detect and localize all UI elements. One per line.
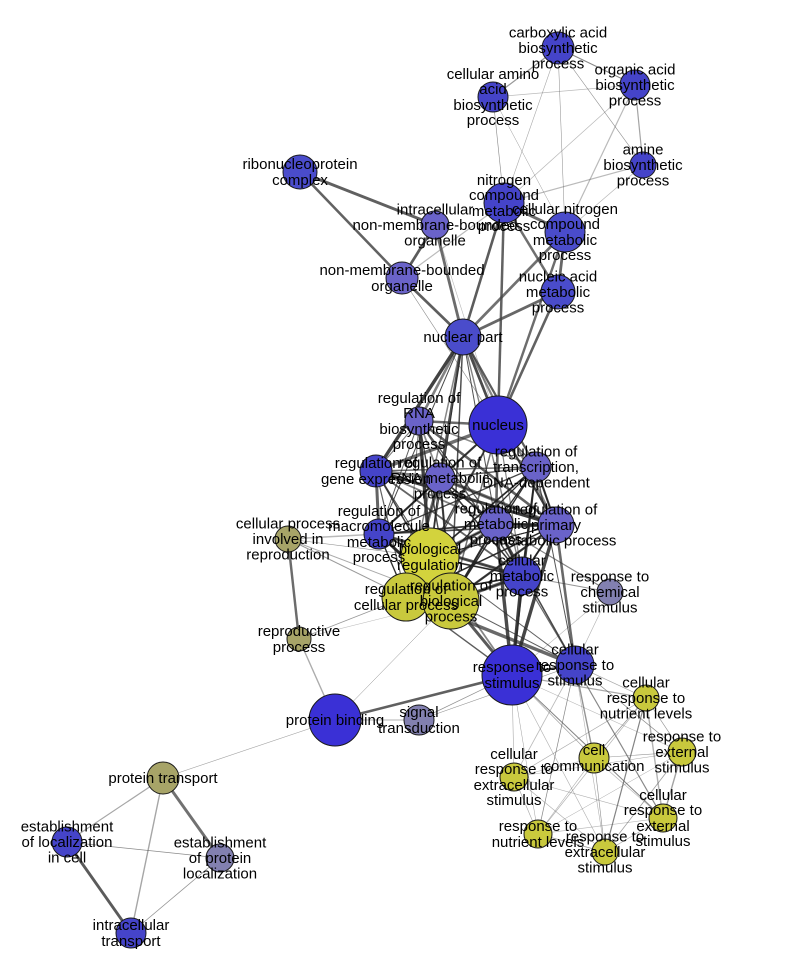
svg-text:reproduction: reproduction xyxy=(246,547,329,564)
svg-text:protein binding: protein binding xyxy=(286,712,384,729)
svg-text:regulation of: regulation of xyxy=(399,455,482,472)
svg-text:localization: localization xyxy=(183,866,257,883)
svg-text:acid: acid xyxy=(479,81,507,98)
svg-text:response to: response to xyxy=(607,690,685,707)
svg-text:intracellular: intracellular xyxy=(93,917,170,934)
svg-text:RNA metabolic: RNA metabolic xyxy=(390,470,490,487)
svg-text:of localization: of localization xyxy=(22,834,113,851)
svg-text:process: process xyxy=(532,56,585,73)
svg-text:macromolecule: macromolecule xyxy=(328,518,430,535)
svg-text:nutrient levels: nutrient levels xyxy=(600,706,693,723)
svg-text:signal: signal xyxy=(399,704,438,721)
svg-text:stimulus: stimulus xyxy=(484,675,539,692)
svg-text:response to: response to xyxy=(566,829,644,846)
svg-text:cellular: cellular xyxy=(551,642,599,659)
svg-text:biological: biological xyxy=(399,541,462,558)
svg-text:nucleic acid: nucleic acid xyxy=(519,269,597,286)
svg-text:metabolic: metabolic xyxy=(490,568,555,585)
svg-text:DNA-dependent: DNA-dependent xyxy=(482,475,590,492)
svg-text:regulation: regulation xyxy=(397,557,463,574)
svg-text:regulation of: regulation of xyxy=(410,578,493,595)
svg-text:compound: compound xyxy=(530,216,600,233)
svg-text:process: process xyxy=(609,93,662,110)
svg-text:process: process xyxy=(496,584,549,601)
svg-text:primary: primary xyxy=(531,517,582,534)
svg-text:complex: complex xyxy=(272,172,328,189)
svg-text:response to: response to xyxy=(571,569,649,586)
svg-text:biosynthetic: biosynthetic xyxy=(603,157,683,174)
svg-text:transduction: transduction xyxy=(378,720,460,737)
svg-text:external: external xyxy=(655,744,708,761)
svg-text:stimulus: stimulus xyxy=(577,860,632,877)
svg-text:nuclear part: nuclear part xyxy=(423,329,503,346)
svg-text:carboxylic acid: carboxylic acid xyxy=(509,25,607,42)
svg-text:metabolic: metabolic xyxy=(526,284,591,301)
svg-text:of protein: of protein xyxy=(189,850,252,867)
svg-text:cellular: cellular xyxy=(498,553,546,570)
svg-text:ribonucleoprotein: ribonucleoprotein xyxy=(242,156,357,173)
svg-text:transport: transport xyxy=(101,933,161,950)
svg-text:extracellular: extracellular xyxy=(565,844,646,861)
svg-text:metabolic: metabolic xyxy=(464,516,529,533)
svg-text:non-membrane-bounded: non-membrane-bounded xyxy=(352,217,517,234)
svg-text:organelle: organelle xyxy=(371,278,433,295)
svg-text:non-membrane-bounded: non-membrane-bounded xyxy=(319,262,484,279)
svg-text:process: process xyxy=(470,532,523,549)
svg-text:process: process xyxy=(532,300,585,317)
svg-text:stimulus: stimulus xyxy=(486,792,541,809)
svg-text:transcription,: transcription, xyxy=(493,459,579,476)
svg-text:organic acid: organic acid xyxy=(595,62,676,79)
svg-text:response to: response to xyxy=(475,761,553,778)
svg-text:organelle: organelle xyxy=(404,233,466,250)
svg-text:amine: amine xyxy=(623,142,664,159)
svg-text:stimulus: stimulus xyxy=(654,760,709,777)
svg-text:response to: response to xyxy=(624,802,702,819)
svg-text:RNA: RNA xyxy=(403,405,435,422)
svg-text:nucleus: nucleus xyxy=(472,417,524,434)
svg-text:process: process xyxy=(425,609,478,626)
svg-text:chemical: chemical xyxy=(580,584,639,601)
svg-text:cellular: cellular xyxy=(622,675,670,692)
svg-text:biosynthetic: biosynthetic xyxy=(518,40,598,57)
svg-text:biosynthetic: biosynthetic xyxy=(595,77,675,94)
svg-text:involved in: involved in xyxy=(253,531,324,548)
svg-text:establishment: establishment xyxy=(174,835,267,852)
svg-text:intracellular: intracellular xyxy=(397,202,474,219)
svg-text:biological: biological xyxy=(420,593,483,610)
svg-text:response to: response to xyxy=(643,729,721,746)
svg-text:establishment: establishment xyxy=(21,819,114,836)
svg-text:cellular process: cellular process xyxy=(236,516,340,533)
svg-text:process: process xyxy=(617,173,670,190)
svg-text:regulation of: regulation of xyxy=(495,444,578,461)
svg-text:regulation of: regulation of xyxy=(455,501,538,518)
svg-text:stimulus: stimulus xyxy=(582,600,637,617)
svg-text:process: process xyxy=(467,112,520,129)
svg-text:response to: response to xyxy=(473,659,551,676)
svg-text:process: process xyxy=(273,639,326,656)
svg-text:protein transport: protein transport xyxy=(108,770,218,787)
svg-text:reproductive: reproductive xyxy=(258,623,341,640)
svg-text:stimulus: stimulus xyxy=(547,673,602,690)
svg-text:cell: cell xyxy=(583,742,606,759)
svg-text:in cell: in cell xyxy=(48,850,86,867)
svg-text:communication: communication xyxy=(544,758,645,775)
svg-text:process: process xyxy=(539,247,592,264)
svg-text:process: process xyxy=(393,436,446,453)
